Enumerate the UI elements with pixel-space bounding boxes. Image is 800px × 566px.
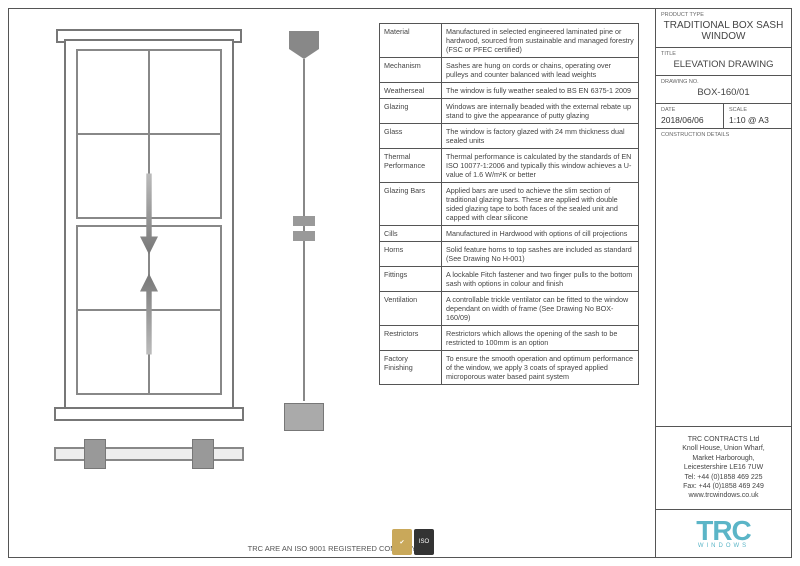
spec-value: The window is fully weather sealed to BS…: [442, 83, 639, 99]
spec-value: To ensure the smooth operation and optim…: [442, 351, 639, 385]
spec-value: Applied bars are used to achieve the sli…: [442, 183, 639, 226]
plan-box: [84, 439, 106, 469]
tb-date-scale: Date 2018/06/06 Scale 1:10 @ A3: [656, 104, 791, 129]
spec-value: A lockable Fitch fastener and two finger…: [442, 267, 639, 292]
certification-badges: ✔ ISO: [392, 529, 434, 555]
company-tel: Tel: +44 (0)1858 469 225: [662, 473, 785, 482]
tb-drawing-no: Drawing No. BOX-160/01: [656, 76, 791, 104]
section-line: [303, 59, 305, 401]
spec-value: Restrictors which allows the opening of …: [442, 326, 639, 351]
spec-row: Glazing BarsApplied bars are used to ach…: [380, 183, 639, 226]
spec-row: FittingsA lockable Fitch fastener and tw…: [380, 267, 639, 292]
spec-key: Mechanism: [380, 58, 442, 83]
section-head-triangle: [289, 49, 319, 59]
company-name: TRC CONTRACTS Ltd: [662, 435, 785, 444]
spec-key: Material: [380, 24, 442, 58]
cert-badge-icon: ✔: [392, 529, 412, 555]
company-block: TRC CONTRACTS Ltd Knoll House, Union Wha…: [656, 426, 791, 509]
spec-row: CillsManufactured in Hardwood with optio…: [380, 226, 639, 242]
plan-section: [54, 439, 244, 469]
footer-iso-text: TRC ARE AN ISO 9001 REGISTERED COMPANY: [9, 544, 655, 553]
tb-value: 2018/06/06: [661, 113, 718, 125]
section-meeting-rail: [293, 231, 315, 241]
spec-value: Windows are internally beaded with the e…: [442, 99, 639, 124]
tb-value: ELEVATION DRAWING: [661, 57, 786, 72]
tb-value: BOX-160/01: [661, 85, 786, 100]
spec-row: WeathersealThe window is fully weather s…: [380, 83, 639, 99]
logo-text: TRC: [664, 518, 783, 543]
section-meeting-rail: [293, 216, 315, 226]
tb-construction: Construction Details: [656, 129, 791, 141]
company-addr: Market Harborough,: [662, 454, 785, 463]
spec-value: Sashes are hung on cords or chains, oper…: [442, 58, 639, 83]
tb-product-type: Product Type TRADITIONAL BOX SASH WINDOW: [656, 9, 791, 48]
spec-row: GlassThe window is factory glazed with 2…: [380, 124, 639, 149]
drawing-area: MaterialManufactured in selected enginee…: [9, 9, 656, 557]
spec-key: Fittings: [380, 267, 442, 292]
plan-frame: [54, 447, 244, 461]
window-elevation: [64, 39, 234, 409]
spec-value: A controllable trickle ventilator can be…: [442, 292, 639, 326]
plan-box: [192, 439, 214, 469]
spec-key: Glazing: [380, 99, 442, 124]
spec-row: GlazingWindows are internally beaded wit…: [380, 99, 639, 124]
spec-key: Cills: [380, 226, 442, 242]
spec-key: Restrictors: [380, 326, 442, 351]
spec-key: Thermal Performance: [380, 149, 442, 183]
spec-row: RestrictorsRestrictors which allows the …: [380, 326, 639, 351]
spec-value: Thermal performance is calculated by the…: [442, 149, 639, 183]
spec-row: VentilationA controllable trickle ventil…: [380, 292, 639, 326]
spec-value: Manufactured in selected engineered lami…: [442, 24, 639, 58]
tb-label: Construction Details: [661, 132, 786, 138]
vertical-section: [279, 31, 329, 431]
window-cill: [54, 407, 244, 421]
spec-value: The window is factory glazed with 24 mm …: [442, 124, 639, 149]
tb-value: TRADITIONAL BOX SASH WINDOW: [661, 18, 786, 44]
company-web: www.trcwindows.co.uk: [662, 491, 785, 500]
tb-value: 1:10 @ A3: [729, 113, 786, 125]
arrow-up-icon: [140, 269, 158, 359]
tb-spacer: [656, 141, 791, 426]
tb-title: Title ELEVATION DRAWING: [656, 48, 791, 76]
spec-value: Manufactured in Hardwood with options of…: [442, 226, 639, 242]
company-addr: Leicestershire LE16 7UW: [662, 463, 785, 472]
spec-row: MaterialManufactured in selected enginee…: [380, 24, 639, 58]
company-addr: Knoll House, Union Wharf,: [662, 444, 785, 453]
spec-key: Horns: [380, 242, 442, 267]
company-fax: Fax: +44 (0)1858 469 249: [662, 482, 785, 491]
spec-key: Glass: [380, 124, 442, 149]
spec-key: Glazing Bars: [380, 183, 442, 226]
title-block: Product Type TRADITIONAL BOX SASH WINDOW…: [656, 9, 791, 557]
spec-row: Factory FinishingTo ensure the smooth op…: [380, 351, 639, 385]
specification-table: MaterialManufactured in selected enginee…: [379, 23, 639, 385]
spec-row: Thermal PerformanceThermal performance i…: [380, 149, 639, 183]
arrow-down-icon: [140, 169, 158, 259]
logo-subtext: WINDOWS: [664, 543, 783, 549]
logo-block: TRC WINDOWS: [656, 509, 791, 557]
spec-row: HornsSolid feature horns to top sashes a…: [380, 242, 639, 267]
spec-key: Weatherseal: [380, 83, 442, 99]
section-cill: [284, 403, 324, 431]
spec-key: Factory Finishing: [380, 351, 442, 385]
spec-row: MechanismSashes are hung on cords or cha…: [380, 58, 639, 83]
spec-value: Solid feature horns to top sashes are in…: [442, 242, 639, 267]
drawing-sheet: MaterialManufactured in selected enginee…: [8, 8, 792, 558]
cert-badge-icon: ISO: [414, 529, 434, 555]
section-head: [289, 31, 319, 49]
spec-key: Ventilation: [380, 292, 442, 326]
